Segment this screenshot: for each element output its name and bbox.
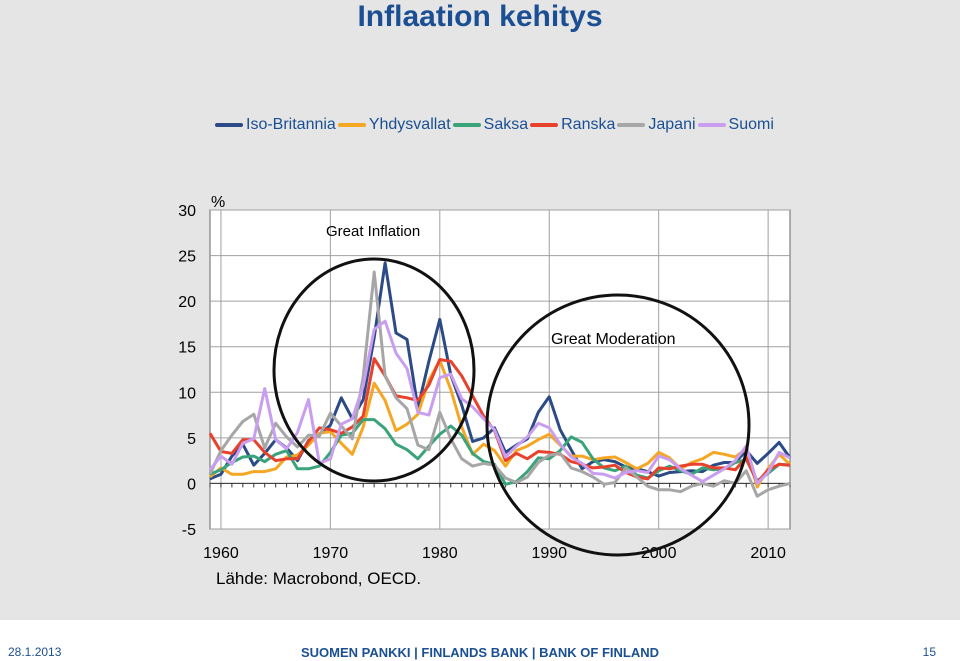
- source-note: Lähde: Macrobond, OECD.: [216, 569, 422, 588]
- legend-label: Japani: [648, 116, 696, 133]
- y-tick-label: 25: [178, 249, 196, 266]
- legend-swatch: [530, 123, 559, 127]
- legend-label: Iso-Britannia: [246, 116, 336, 133]
- x-tick-label: 2010: [750, 545, 786, 562]
- x-tick-label: 1970: [313, 545, 349, 562]
- legend-item: Saksa: [452, 116, 529, 134]
- x-tick-label: 1980: [422, 545, 458, 562]
- series-line-saksa: [209, 418, 791, 486]
- legend-item: Ranska: [530, 116, 615, 134]
- legend-item: Iso-Britannia: [215, 116, 336, 134]
- legend-swatch: [215, 123, 243, 127]
- legend-label: Suomi: [728, 116, 774, 133]
- y-axis-unit-label: %: [211, 194, 225, 211]
- legend-label: Ranska: [561, 116, 616, 133]
- footer-date: 28.1.2013: [8, 645, 62, 659]
- series-line-japani: [208, 270, 791, 498]
- x-tick-label: 1960: [203, 545, 239, 562]
- y-tick-label: 20: [178, 294, 196, 311]
- great-moderation-label: Great Moderation: [551, 331, 676, 348]
- legend-item: Yhdysvallat: [337, 116, 451, 134]
- y-tick-label: 5: [187, 431, 196, 448]
- y-tick-label: 0: [187, 476, 196, 493]
- legend-swatch: [337, 123, 366, 127]
- great-moderation-ellipse: [485, 293, 751, 557]
- x-tick-label: 1990: [531, 545, 567, 562]
- page-number: 15: [922, 645, 936, 659]
- y-tick-label: 30: [178, 203, 196, 220]
- footer-org: SUOMEN PANKKI | FINLANDS BANK | BANK OF …: [300, 645, 660, 660]
- great-inflation-ellipse: [272, 257, 476, 483]
- legend-swatch: [617, 123, 646, 127]
- y-tick-label: 15: [178, 340, 196, 357]
- chart-legend: Iso-Britannia Yhdysvallat Saksa Ranska Japan…: [215, 116, 776, 134]
- series-line-suomi: [208, 319, 791, 485]
- x-tick-label: 2000: [641, 545, 677, 562]
- slide-title: Inflaation kehitys: [357, 0, 603, 33]
- legend-item: Suomi: [697, 116, 774, 134]
- legend-swatch: [452, 123, 481, 127]
- legend-label: Saksa: [483, 116, 529, 133]
- great-inflation-label: Great Inflation: [326, 223, 420, 240]
- y-tick-label: -5: [182, 522, 196, 539]
- legend-label: Yhdysvallat: [368, 116, 451, 133]
- inflation-chart: -5 0 5 10 15 20 25 30 1960 1970 1980 1990 2000 2010% G…: [178, 194, 792, 562]
- legend-item: Japani: [617, 116, 696, 134]
- legend-swatch: [697, 123, 726, 127]
- y-tick-label: 10: [178, 385, 196, 402]
